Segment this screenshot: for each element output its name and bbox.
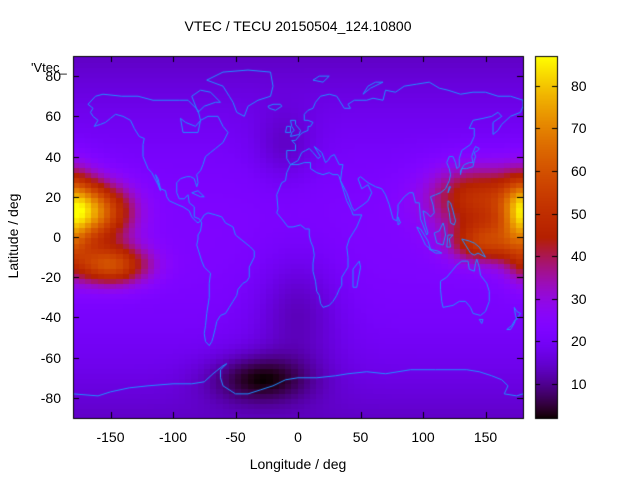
tick-label: 40 bbox=[45, 148, 61, 165]
tick-label: 60 bbox=[45, 108, 61, 125]
tick-label: -40 bbox=[40, 309, 61, 326]
x-axis-label: Longitude / deg bbox=[249, 456, 347, 472]
tick-label: -100 bbox=[158, 429, 188, 445]
tick-label: 10 bbox=[571, 375, 587, 392]
tick-label: 100 bbox=[411, 429, 435, 445]
tick-label: -150 bbox=[96, 429, 125, 445]
tick-label: 80 bbox=[571, 77, 587, 94]
tick-label: 150 bbox=[473, 429, 498, 445]
tick-label: 30 bbox=[571, 290, 587, 307]
tick-label: -80 bbox=[40, 389, 61, 406]
tick-label: 0 bbox=[294, 429, 302, 445]
tick-label: 40 bbox=[571, 248, 587, 265]
key-label: 'Vtec_ bbox=[31, 60, 67, 75]
tick-label: 20 bbox=[45, 188, 61, 205]
tick-label: -20 bbox=[40, 269, 61, 286]
chart-title: VTEC / TECU 20150504_124.10800 bbox=[184, 18, 412, 34]
tick-label: 80 bbox=[45, 68, 61, 85]
tick-label: 70 bbox=[571, 120, 587, 137]
tick-label: 0 bbox=[53, 229, 61, 245]
tick-label: -50 bbox=[225, 429, 246, 445]
tick-label: -60 bbox=[40, 349, 61, 366]
tick-label: 50 bbox=[571, 205, 587, 222]
tick-label: 20 bbox=[571, 333, 587, 350]
tick-label: 60 bbox=[571, 162, 587, 179]
tick-label: 50 bbox=[352, 429, 369, 445]
